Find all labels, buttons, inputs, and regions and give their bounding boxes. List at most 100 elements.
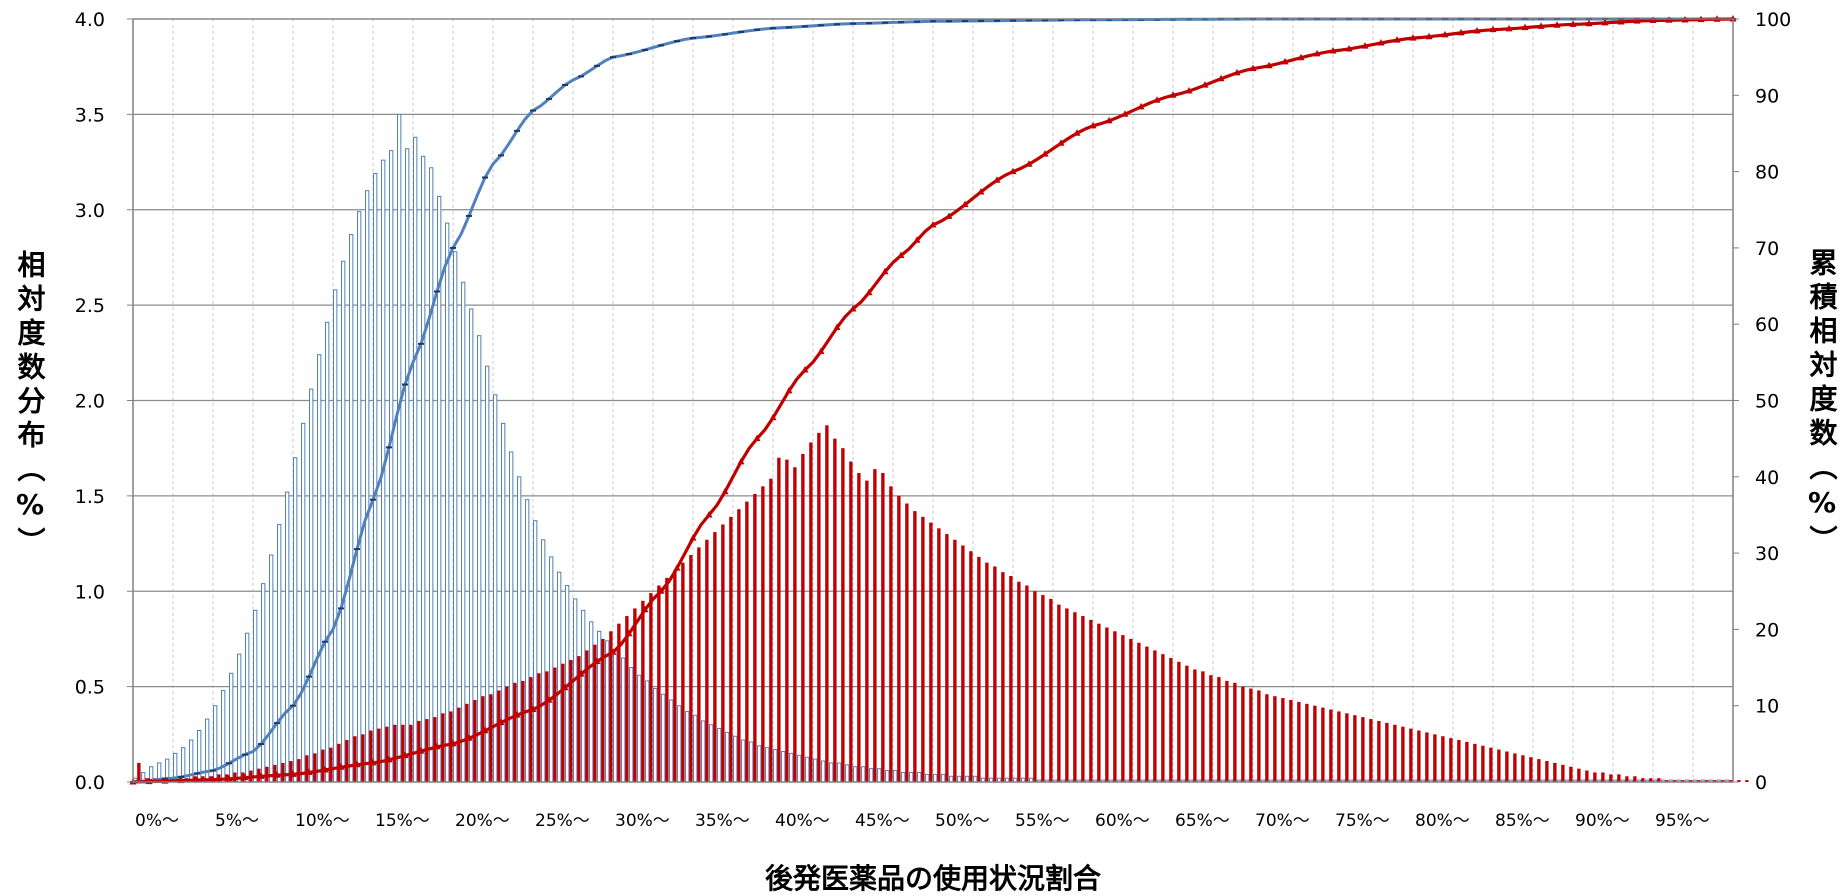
red-bar — [841, 448, 845, 782]
red-bar — [745, 501, 749, 782]
red-bar — [1209, 675, 1213, 782]
red-marker — [1425, 32, 1433, 40]
red-bar — [1665, 780, 1669, 782]
blue-bar — [277, 523, 282, 783]
blue-bar — [725, 731, 730, 783]
red-bar — [521, 680, 525, 782]
left-y-tick-label: 3.5 — [75, 104, 105, 126]
red-bar — [1529, 757, 1533, 782]
blue-bar — [325, 321, 330, 783]
red-bar — [1721, 780, 1725, 782]
red-marker — [1217, 74, 1225, 82]
x-tick-labels: 0%～ 5%～ 10%～ 15%～ 20%～ 25%～ 30%～ 35%～ 40%～ 45%～ 50… — [135, 811, 1710, 831]
red-bar — [641, 600, 645, 782]
red-bar — [369, 730, 373, 782]
right-y-tick-label: 20 — [1755, 619, 1779, 641]
red-bar — [1009, 575, 1013, 782]
red-marker — [1329, 47, 1337, 54]
x-tick-label: 90%～ — [1575, 811, 1630, 831]
red-bar — [537, 673, 541, 782]
blue-bar — [837, 762, 842, 783]
red-marker — [513, 711, 521, 718]
red-marker — [497, 718, 505, 726]
red-bar — [1577, 768, 1581, 782]
red-bar — [777, 457, 781, 782]
red-bar — [1513, 753, 1517, 782]
red-marker — [1569, 20, 1577, 27]
x-tick-label: 65%～ — [1175, 811, 1230, 831]
red-marker — [673, 564, 681, 571]
red-bar — [1097, 623, 1101, 782]
blue-bar — [309, 388, 314, 783]
red-bar — [601, 638, 605, 782]
red-marker — [193, 776, 201, 783]
red-marker — [1473, 27, 1481, 34]
blue-bar — [701, 720, 706, 783]
blue-bar — [245, 632, 250, 783]
red-marker — [305, 768, 313, 776]
blue-bar — [829, 762, 834, 783]
x-tick-label: 55%～ — [1015, 811, 1070, 831]
blue-bar — [669, 699, 674, 783]
red-bar — [961, 545, 965, 782]
blue-bar — [773, 749, 778, 783]
left-y-tick-label: 1.0 — [75, 581, 105, 603]
blue-bar — [749, 741, 754, 783]
x-tick-label: 30%～ — [615, 811, 670, 831]
red-marker — [1489, 25, 1497, 33]
red-bar — [1601, 772, 1605, 782]
red-marker — [961, 200, 969, 208]
right-y-tick-label: 40 — [1755, 467, 1779, 489]
red-marker — [225, 774, 233, 782]
blue-bar — [557, 571, 562, 783]
blue-bar — [349, 234, 354, 783]
red-marker — [577, 670, 585, 677]
blue-bar — [693, 714, 698, 783]
blue-bar — [869, 768, 874, 783]
red-marker — [1457, 28, 1465, 36]
red-bar — [833, 438, 837, 782]
red-bar — [393, 724, 397, 782]
right-y-tick-label: 50 — [1755, 391, 1779, 413]
red-bar — [985, 562, 989, 782]
red-bar — [1281, 698, 1285, 782]
blue-bar — [661, 693, 666, 783]
red-marker — [1729, 15, 1737, 22]
red-marker — [529, 705, 537, 713]
red-bar — [305, 755, 309, 782]
blue-bar — [357, 211, 362, 783]
red-bar — [1425, 732, 1429, 782]
red-bar — [1193, 669, 1197, 782]
x-tick-label: 20%～ — [455, 811, 510, 831]
red-bar — [673, 570, 677, 782]
red-bar — [945, 534, 949, 782]
x-tick-label: 15%～ — [375, 811, 430, 831]
red-bar — [737, 509, 741, 782]
red-marker — [913, 236, 921, 243]
x-tick-label: 95%～ — [1655, 811, 1710, 831]
blue-bar — [821, 760, 826, 783]
red-marker — [369, 758, 377, 766]
red-marker — [1121, 110, 1129, 117]
red-marker — [449, 739, 457, 747]
blue-bar — [317, 354, 322, 783]
red-marker — [881, 267, 889, 275]
red-bar — [1273, 696, 1277, 782]
red-bar — [273, 764, 277, 782]
red-bar — [929, 522, 933, 782]
red-bar — [785, 459, 789, 782]
red-bar — [1041, 595, 1045, 782]
red-marker — [945, 212, 953, 219]
red-bar — [1457, 740, 1461, 782]
red-marker — [1377, 39, 1385, 46]
red-bar — [809, 442, 813, 782]
red-bar — [1409, 728, 1413, 782]
blue-bar — [373, 173, 378, 783]
red-bar — [617, 623, 621, 782]
red-bar — [545, 671, 549, 782]
red-bar — [1337, 711, 1341, 782]
red-marker — [1249, 64, 1257, 72]
red-bar — [1121, 635, 1125, 782]
blue-bar — [405, 148, 410, 783]
